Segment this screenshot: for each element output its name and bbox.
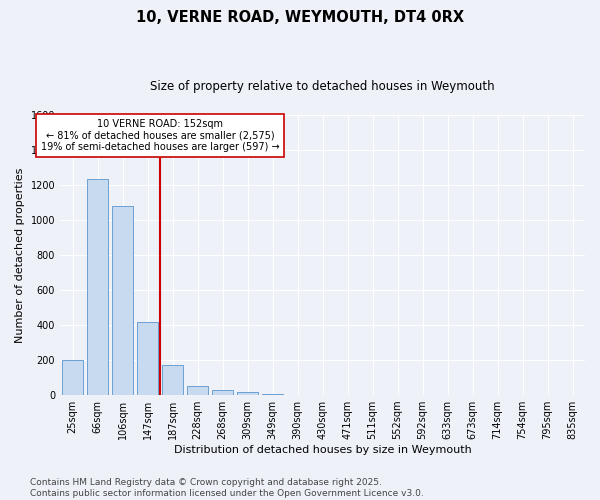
Text: Contains HM Land Registry data © Crown copyright and database right 2025.
Contai: Contains HM Land Registry data © Crown c… (30, 478, 424, 498)
Bar (137, 322, 158, 395)
Bar (262, 394, 283, 395)
Text: 10, VERNE ROAD, WEYMOUTH, DT4 0RX: 10, VERNE ROAD, WEYMOUTH, DT4 0RX (136, 10, 464, 25)
X-axis label: Distribution of detached houses by size in Weymouth: Distribution of detached houses by size … (173, 445, 472, 455)
Bar (212, 390, 233, 395)
Y-axis label: Number of detached properties: Number of detached properties (15, 168, 25, 342)
Bar (112, 206, 133, 395)
Bar (62, 360, 83, 395)
Title: Size of property relative to detached houses in Weymouth: Size of property relative to detached ho… (150, 80, 495, 93)
Bar (162, 366, 183, 395)
Bar (187, 386, 208, 395)
Bar (237, 392, 258, 395)
Bar (87, 179, 108, 395)
Text: 10 VERNE ROAD: 152sqm
← 81% of detached houses are smaller (2,575)
19% of semi-d: 10 VERNE ROAD: 152sqm ← 81% of detached … (41, 118, 280, 152)
